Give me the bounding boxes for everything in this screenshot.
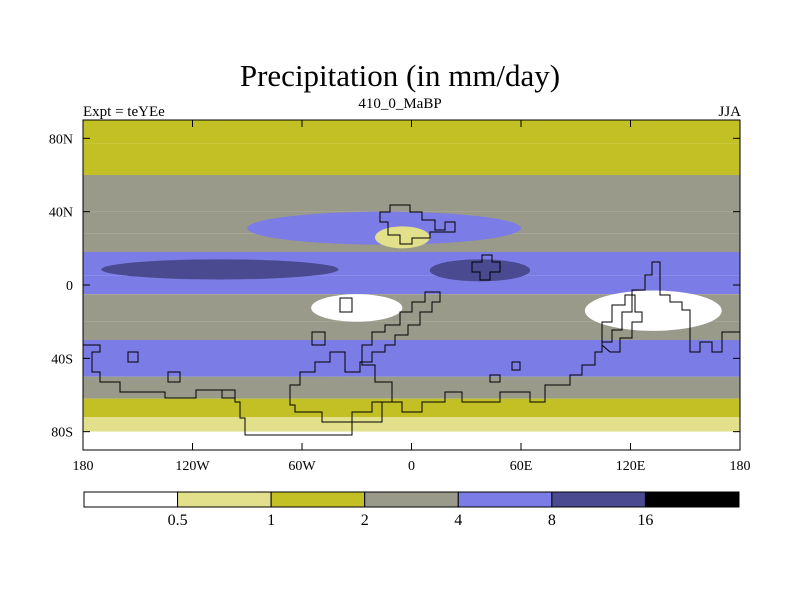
colorbar-label: 16	[637, 512, 653, 529]
x-tick-label: 120W	[175, 459, 210, 474]
colorbar-label: 4	[454, 512, 462, 529]
colorbar-swatch	[270, 491, 366, 508]
y-tick-label: 40N	[49, 206, 73, 221]
precip-band	[83, 143, 740, 175]
season-label: JJA	[718, 104, 741, 120]
colorbar-label: 8	[548, 512, 556, 529]
colorbar-label: 0.5	[168, 512, 188, 529]
x-tick-label: 60E	[510, 459, 533, 474]
colorbar-label: 1	[267, 512, 275, 529]
continent-outline-small-west	[311, 297, 353, 346]
continent-outline-west-islands	[127, 351, 521, 399]
precip-band	[83, 376, 740, 399]
colorbar-swatch	[644, 491, 740, 508]
precip-band	[83, 175, 740, 212]
precip-patch	[429, 259, 531, 282]
precip-band	[83, 417, 740, 432]
precip-band	[83, 275, 740, 295]
x-tick-label: 180	[73, 459, 94, 474]
precip-band	[83, 321, 740, 340]
precip-patch	[311, 294, 403, 322]
x-tick-label: 180	[730, 459, 751, 474]
colorbar-label: 2	[361, 512, 369, 529]
map-fill-layer	[83, 120, 740, 450]
precip-patch	[584, 290, 722, 331]
continent-outlines	[83, 204, 740, 436]
subtitle-label: 410_0_MaBP	[358, 96, 442, 112]
colorbar-swatch	[551, 491, 646, 508]
colorbar-swatch	[457, 491, 553, 508]
continent-outline-eastern-block	[601, 294, 643, 353]
y-tick-label: 80N	[49, 132, 73, 147]
axes: 180 120W 60W 0 60E 120E 180 80N 40N 0 40S 80S	[49, 120, 751, 474]
precip-band	[83, 398, 740, 417]
y-tick-label: 40S	[51, 352, 73, 367]
precip-patch	[247, 211, 521, 245]
experiment-label: Expt = teYEe	[83, 104, 165, 120]
x-tick-label: 120E	[616, 459, 646, 474]
colorbar-swatch	[364, 491, 459, 508]
colorbar: 0.5 1 2 4 8 16	[83, 491, 740, 529]
x-tick-label: 60W	[288, 459, 316, 474]
precip-patch	[375, 226, 430, 249]
colorbar-swatch	[83, 491, 179, 508]
continent-outline-gondwana-west	[83, 291, 441, 436]
x-tick-label: 0	[408, 459, 415, 474]
precip-patch	[101, 259, 339, 280]
precip-band	[83, 120, 740, 144]
continent-outline-gondwana-east	[392, 261, 740, 413]
continent-outline-northern-block	[379, 204, 456, 245]
precip-band	[83, 431, 740, 450]
continent-outline-central-islands	[471, 254, 501, 281]
precip-patch	[101, 349, 521, 377]
chart-title: Precipitation (in mm/day)	[239, 58, 561, 93]
y-tick-label: 0	[66, 279, 73, 294]
colorbar-swatch	[177, 491, 272, 508]
y-tick-label: 80S	[51, 426, 73, 441]
